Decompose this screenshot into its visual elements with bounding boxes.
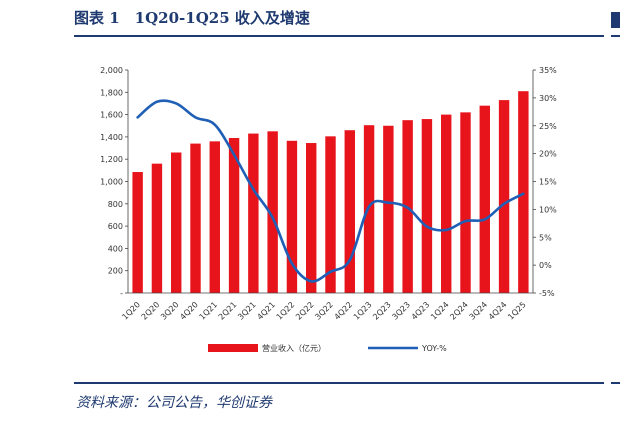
- left-tick-label: 600: [108, 222, 123, 231]
- right-tick-label: -5%: [539, 289, 555, 298]
- next-figure-rule-bottom: [611, 382, 620, 384]
- yoy-line: [136, 99, 525, 283]
- category-label: 4Q23: [410, 300, 432, 322]
- category-label: 1Q24: [429, 300, 451, 322]
- bar: [441, 114, 452, 293]
- right-tick-label: 20%: [539, 150, 557, 159]
- bar: [151, 163, 163, 293]
- bar: [325, 136, 336, 293]
- category-label: 3Q20: [159, 300, 181, 322]
- category-label: 1Q23: [352, 300, 374, 322]
- left-tick-label: 400: [108, 244, 123, 253]
- figure-title: 图表 1 1Q20-1Q25 收入及增速: [74, 9, 310, 27]
- bar: [248, 133, 259, 293]
- bottom-rule: [74, 382, 604, 384]
- bar: [518, 91, 529, 293]
- bar: [267, 131, 278, 293]
- right-tick-label: 25%: [539, 122, 557, 131]
- right-tick-label: 0%: [539, 261, 552, 270]
- left-tick-label: 1,600: [100, 111, 123, 120]
- next-figure-title-stub: [611, 12, 620, 28]
- revenue-growth-chart: - 200 400 600 800 1,000 1,200 1,400 1,600 1,800 2,…: [100, 66, 557, 353]
- legend-label-line: YOY-%: [421, 344, 447, 353]
- category-label: 4Q21: [255, 300, 277, 322]
- bar: [383, 125, 394, 293]
- right-tick-label: 35%: [539, 66, 557, 75]
- left-tick-label: 1,200: [100, 155, 123, 164]
- category-label: 2Q21: [217, 300, 239, 322]
- category-label: 2Q24: [448, 300, 470, 322]
- bar: [498, 100, 510, 293]
- bar: [460, 112, 471, 294]
- source-note: 资料来源：公司公告，华创证券: [76, 395, 272, 411]
- right-tick-label: 15%: [539, 178, 557, 187]
- legend-swatch-bar: [208, 344, 258, 352]
- category-label: 3Q23: [390, 300, 412, 322]
- next-figure-rule: [611, 35, 620, 37]
- left-tick-label: 800: [108, 200, 123, 209]
- category-label: 2Q20: [140, 300, 162, 322]
- bar: [228, 138, 240, 293]
- bar: [209, 141, 220, 293]
- bar: [344, 130, 355, 293]
- legend-label-bar: 营业收入（亿元）: [262, 343, 326, 353]
- bar: [479, 105, 490, 294]
- category-label: 3Q21: [236, 300, 258, 322]
- right-tick-label: 10%: [539, 205, 557, 214]
- left-tick-label: 1,000: [100, 178, 123, 187]
- left-tick-label: 1,400: [100, 133, 123, 142]
- category-label: 3Q22: [313, 300, 335, 322]
- left-tick-label: 200: [108, 267, 123, 276]
- bar: [171, 152, 182, 293]
- category-label: 1Q25: [506, 300, 528, 322]
- left-tick-label: 2,000: [100, 66, 123, 75]
- left-tick-label: -: [120, 289, 123, 298]
- top-rule: [74, 35, 604, 37]
- category-label: 2Q22: [294, 300, 316, 322]
- bar: [132, 172, 143, 293]
- category-label: 1Q22: [275, 300, 297, 322]
- left-tick-label: 1,800: [100, 88, 123, 97]
- bar: [421, 119, 433, 293]
- category-label: 1Q21: [198, 300, 220, 322]
- category-label: 4Q24: [487, 300, 509, 322]
- bar: [306, 143, 317, 293]
- bar: [190, 143, 201, 293]
- right-tick-label: 5%: [539, 233, 552, 242]
- plot-area: - 200 400 600 800 1,000 1,200 1,400 1,600 1,800 2,…: [100, 66, 557, 353]
- bar: [286, 140, 298, 293]
- category-label: 4Q20: [178, 300, 200, 322]
- category-label: 1Q20: [120, 300, 142, 322]
- category-label: 4Q22: [333, 300, 355, 322]
- category-label: 3Q24: [468, 300, 490, 322]
- category-label: 2Q23: [371, 300, 393, 322]
- right-tick-label: 30%: [539, 94, 557, 103]
